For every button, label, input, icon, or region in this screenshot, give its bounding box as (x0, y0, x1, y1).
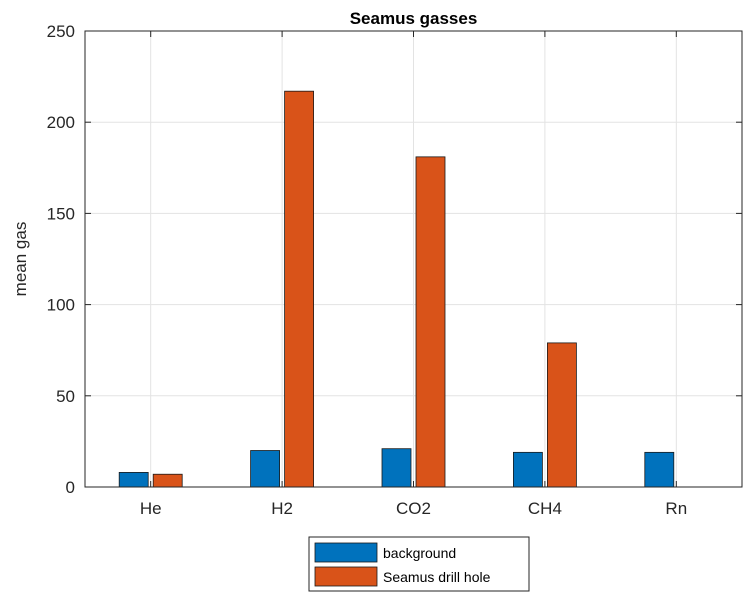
bar-h2-background (250, 450, 281, 488)
chart-title: Seamus gasses (350, 9, 478, 28)
legend-swatch-seamus-drill-hole (314, 566, 378, 587)
bar-ch4-seamus-drill-hole (547, 342, 577, 488)
y-tick-label: 150 (47, 204, 75, 223)
x-tick-label: CO2 (396, 499, 431, 518)
bar-co2-background (381, 448, 412, 488)
bar-he-seamus-drill-hole (152, 473, 183, 488)
x-tick-label: He (140, 499, 162, 518)
y-tick-label: 250 (47, 22, 75, 41)
y-tick-label: 50 (56, 387, 75, 406)
bar-ch4-background (513, 451, 543, 488)
legend-swatch-background (314, 542, 378, 563)
legend-items: background Seamus drill hole (314, 542, 491, 587)
legend-label: Seamus drill hole (383, 569, 491, 585)
bar-he-background (118, 472, 149, 488)
y-tick-label: 200 (47, 113, 75, 132)
legend-label: background (383, 545, 456, 561)
tick-marks (85, 30, 742, 488)
y-tick-label: 100 (47, 296, 75, 315)
bars (118, 90, 675, 488)
y-tick-labels: 0 50 100 150 200 250 (47, 22, 75, 497)
y-tick-label: 0 (66, 478, 75, 497)
bar-co2-seamus-drill-hole (415, 156, 446, 488)
x-tick-label: CH4 (528, 499, 562, 518)
bar-h2-seamus-drill-hole (284, 90, 315, 488)
x-tick-label: H2 (271, 499, 293, 518)
bar-rn-background (644, 451, 675, 488)
x-tick-label: Rn (665, 499, 687, 518)
x-tick-labels: He H2 CO2 CH4 Rn (140, 499, 687, 518)
legend[interactable]: background Seamus drill hole (308, 536, 530, 592)
y-axis-label: mean gas (11, 222, 30, 297)
grid-lines (85, 30, 742, 488)
